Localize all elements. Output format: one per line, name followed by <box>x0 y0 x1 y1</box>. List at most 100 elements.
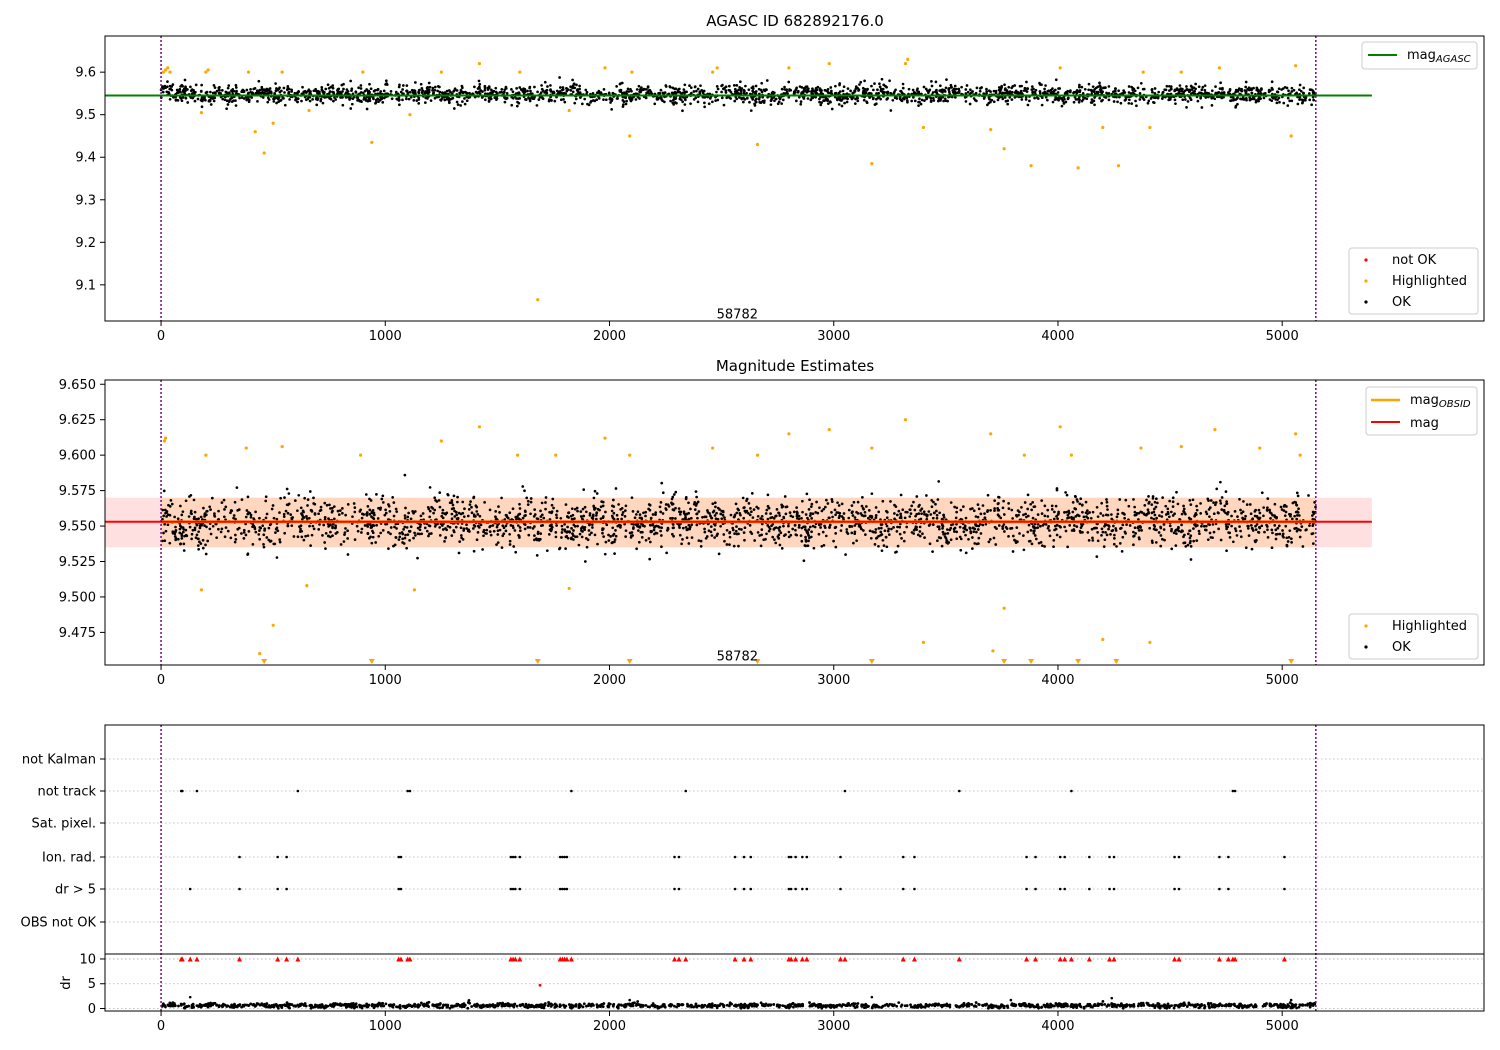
agasc-ok-point <box>519 88 523 91</box>
agasc-ok-point <box>745 91 748 95</box>
magnitude-ok-point <box>1160 537 1164 541</box>
magnitude-ok-point <box>1033 534 1037 537</box>
agasc-ok-point <box>405 89 408 93</box>
agasc-ok-point <box>565 89 569 93</box>
agasc-ok-point <box>499 90 503 94</box>
magnitude-ok-point <box>1200 524 1203 528</box>
magnitude-ok-point <box>846 532 850 535</box>
agasc-ok-point <box>229 97 232 101</box>
magnitude-panel-title: Magnitude Estimates <box>716 357 874 375</box>
agasc-ok-point <box>1204 96 1208 99</box>
magnitude-ok-point <box>544 507 547 511</box>
agasc-ok-point <box>975 86 979 90</box>
agasc-ok-point <box>374 98 378 102</box>
magnitude-ok-point <box>283 496 286 500</box>
agasc-ok-point <box>1185 85 1188 88</box>
magnitude-ok-point <box>879 518 882 521</box>
agasc-ok-point <box>1262 92 1266 96</box>
magnitude-ok-point <box>1311 517 1315 521</box>
magnitude-ok-point <box>363 524 367 527</box>
magnitude-ok-point <box>800 516 803 520</box>
agasc-ok-point <box>696 87 700 91</box>
magnitude-ok-point <box>703 527 706 531</box>
agasc-ok-point <box>215 89 219 93</box>
magnitude-ok-point <box>371 508 375 512</box>
agasc-highlighted-point <box>536 298 540 302</box>
agasc-ok-point <box>872 88 875 92</box>
agasc-ok-point <box>751 87 755 90</box>
agasc-ok-point <box>1275 101 1279 105</box>
magnitude-ok-point <box>605 523 609 527</box>
agasc-ok-point <box>417 101 421 105</box>
agasc-ok-point <box>646 90 650 94</box>
agasc-ok-point <box>1287 89 1290 93</box>
magnitude-ok-point <box>997 508 1001 512</box>
agasc-ok-point <box>461 86 464 90</box>
magnitude-ok-point <box>374 541 378 544</box>
agasc-ok-point <box>1278 100 1281 104</box>
agasc-ok-point <box>856 99 860 103</box>
magnitude-ok-point <box>437 499 441 502</box>
agasc-ok-point <box>761 95 764 99</box>
magnitude-ok-point <box>1294 501 1298 504</box>
magnitude-ok-point <box>268 523 272 527</box>
magnitude-ok-point <box>426 505 430 509</box>
magnitude-ok-point <box>360 527 364 531</box>
magnitude-ok-point <box>572 529 575 532</box>
agasc-ok-point <box>1290 86 1294 90</box>
agasc-ok-point <box>770 98 773 101</box>
magnitude-ok-point <box>594 514 598 517</box>
agasc-ok-point <box>514 92 518 95</box>
magnitude-ok-point <box>568 530 571 533</box>
magnitude-ok-point <box>262 533 266 537</box>
magnitude-ok-point <box>1001 525 1004 528</box>
magnitude-ok-point <box>648 557 652 561</box>
agasc-ok-point <box>523 87 527 91</box>
magnitude-ok-point <box>997 524 1001 527</box>
magnitude-ok-point <box>591 513 595 517</box>
magnitude-ok-point <box>813 525 817 529</box>
magnitude-ok-point <box>408 538 411 542</box>
agasc-ok-point <box>334 98 338 101</box>
magnitude-ok-point <box>334 532 338 535</box>
magnitude-ok-point <box>541 523 545 527</box>
agasc-ok-point <box>934 80 938 84</box>
magnitude-ok-point <box>1118 542 1122 545</box>
agasc-ok-point <box>1014 91 1017 95</box>
magnitude-ok-point <box>773 538 776 541</box>
agasc-ok-point <box>546 85 549 88</box>
magnitude-ok-point <box>979 512 983 516</box>
agasc-ok-point <box>1188 89 1191 93</box>
magnitude-ok-point <box>1055 523 1059 527</box>
agasc-ok-point <box>232 89 236 93</box>
magnitude-ok-point <box>1031 501 1034 504</box>
magnitude-ok-point <box>560 536 563 539</box>
magnitude-ok-point <box>163 539 167 543</box>
agasc-ok-point <box>311 97 314 101</box>
magnitude-ok-point <box>174 525 177 529</box>
magnitude-ok-point <box>862 529 865 532</box>
agasc-ok-point <box>503 100 507 104</box>
agasc-ok-point <box>427 81 431 85</box>
magnitude-ok-point <box>588 513 592 517</box>
magnitude-ok-point <box>576 509 579 513</box>
agasc-ok-point <box>873 103 877 106</box>
agasc-ok-point <box>602 98 605 101</box>
agasc-ok-point <box>762 101 766 104</box>
magnitude-ok-point <box>208 505 212 509</box>
magnitude-ok-point <box>181 530 185 534</box>
magnitude-ok-point <box>1011 534 1015 538</box>
magnitude-ok-point <box>203 513 207 517</box>
magnitude-ok-point <box>1118 498 1122 501</box>
magnitude-ok-point <box>444 536 447 540</box>
magnitude-ok-point <box>1192 527 1195 530</box>
agasc-ok-point <box>1299 89 1303 93</box>
magnitude-ok-point <box>525 496 529 500</box>
magnitude-ok-point <box>576 524 579 528</box>
magnitude-ok-point <box>877 544 880 548</box>
agasc-ok-point <box>405 84 409 87</box>
agasc-ok-point <box>1310 88 1313 92</box>
agasc-ok-point <box>463 102 467 106</box>
agasc-ok-point <box>1250 91 1254 95</box>
agasc-ok-point <box>204 91 208 95</box>
